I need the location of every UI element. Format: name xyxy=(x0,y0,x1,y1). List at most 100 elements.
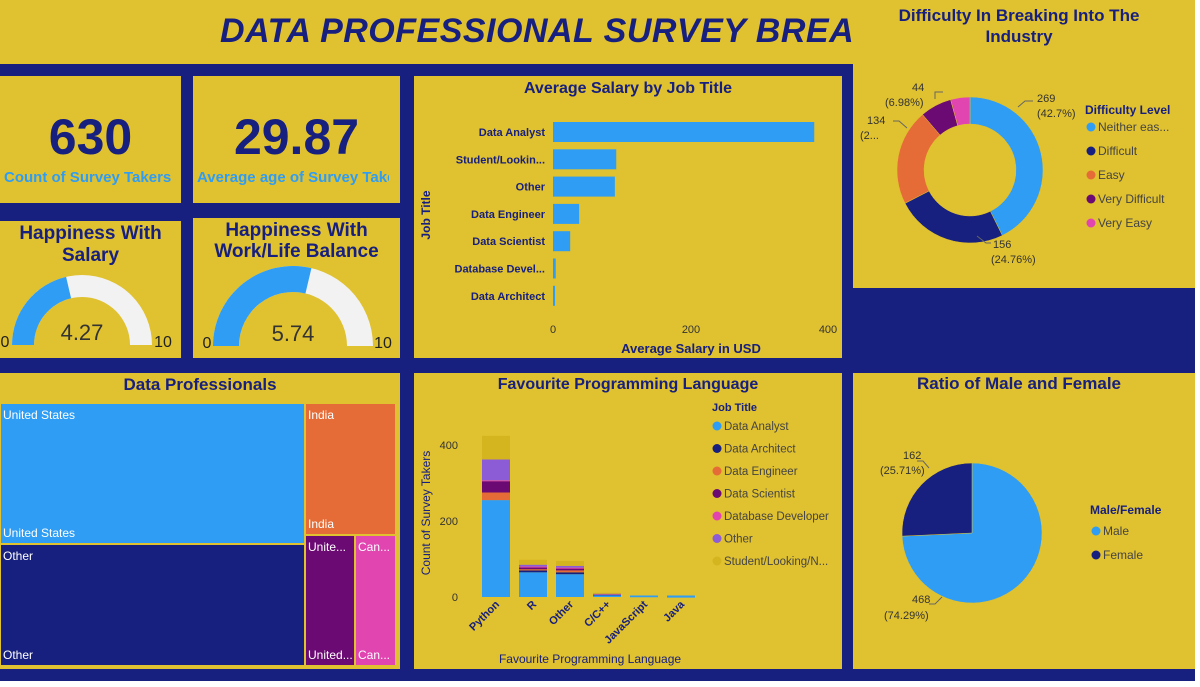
treemap-cell-canada-bottom: Can... xyxy=(358,648,391,662)
language-legend-item[interactable]: Other xyxy=(724,534,753,546)
language-bar-c-c-student-looking-n[interactable] xyxy=(593,592,621,594)
kpi-age-label: Average age of Survey Takers xyxy=(197,169,389,186)
difficulty-legend-item[interactable]: Very Difficult xyxy=(1098,192,1165,206)
salary-bar-data-analyst[interactable] xyxy=(553,122,815,142)
gender-male-value: 468 xyxy=(912,594,930,606)
difficulty-legend-item[interactable]: Very Easy xyxy=(1098,216,1152,230)
difficulty-label-269-value: 269 xyxy=(1037,93,1055,105)
language-bar-other-database-developer[interactable] xyxy=(556,567,584,569)
page-title: DATA PROFESSIONAL SURVEY BREAK D xyxy=(220,12,855,50)
kpi-count-value: 630 xyxy=(48,109,133,165)
treemap-cell-united-states[interactable]: United States United States xyxy=(0,403,305,544)
language-bar-other-data-engineer[interactable] xyxy=(556,570,584,573)
gauge-balance-title-1: Happiness With xyxy=(225,220,368,241)
language-bar-other-data-scientist[interactable] xyxy=(556,568,584,571)
language-bar-r-database-developer[interactable] xyxy=(519,566,547,568)
language-chart-card[interactable]: Favourite Programming Language Count of … xyxy=(414,373,842,669)
salary-xtick-400: 400 xyxy=(819,324,837,336)
salary-chart-xlabel: Average Salary in USD xyxy=(621,341,761,356)
difficulty-legend-item[interactable]: Easy xyxy=(1098,168,1125,182)
language-bar-r-data-architect[interactable] xyxy=(519,570,547,573)
salary-bar-database-devel[interactable] xyxy=(553,258,556,279)
language-bar-python-other[interactable] xyxy=(482,459,510,481)
language-legend-item[interactable]: Data Scientist xyxy=(724,489,796,501)
salary-category-label: Data Scientist xyxy=(472,236,545,248)
treemap-cell-other[interactable]: Other Other xyxy=(0,544,305,666)
language-bar-other-data-analyst[interactable] xyxy=(556,574,584,597)
gender-chart: Ratio of Male and Female 162 (25.71%) 46… xyxy=(880,374,1162,622)
language-bar-javascript-baseline[interactable] xyxy=(630,595,658,598)
language-bar-other-other[interactable] xyxy=(556,565,584,568)
title-band: DATA PROFESSIONAL SURVEY BREAK D xyxy=(0,0,855,64)
gender-leader-male xyxy=(929,596,943,605)
treemap-card[interactable]: Data Professionals United States United … xyxy=(0,373,400,669)
difficulty-legend-item[interactable]: Difficult xyxy=(1098,144,1138,158)
gender-leader-female xyxy=(917,460,930,469)
gender-slice-female[interactable] xyxy=(901,462,973,537)
salary-bar-data-architect[interactable] xyxy=(553,285,556,306)
salary-chart-card[interactable]: Average Salary by Job Title Job Title Av… xyxy=(414,76,842,358)
language-bar-java-baseline[interactable] xyxy=(667,595,695,598)
salary-bar-data-scientist[interactable] xyxy=(553,231,571,252)
gender-chart-card[interactable]: Ratio of Male and Female 162 (25.71%) 46… xyxy=(853,373,1195,669)
language-bar-python-data-scientist[interactable] xyxy=(482,481,510,493)
language-bar-r-student-looking-n[interactable] xyxy=(519,559,547,565)
language-legend-item[interactable]: Data Analyst xyxy=(724,421,789,433)
language-bar-c-c-other[interactable] xyxy=(593,593,621,595)
language-bar-other-student-looking-n[interactable] xyxy=(556,560,584,566)
treemap-cell-united-kingdom-bottom: United... xyxy=(308,648,353,662)
gauge-balance-card[interactable]: Happiness With Work/Life Balance 5.74 0 … xyxy=(193,218,400,358)
gauge-salary-title-1: Happiness With xyxy=(19,223,162,244)
difficulty-title-2: Industry xyxy=(985,27,1053,46)
salary-xtick-200: 200 xyxy=(682,324,700,336)
language-bar-python-student-looking-n[interactable] xyxy=(482,435,510,460)
language-bar-r-data-analyst[interactable] xyxy=(519,572,547,597)
language-bar-python-data-analyst[interactable] xyxy=(482,500,510,597)
salary-bar-student-lookin[interactable] xyxy=(553,149,617,170)
treemap-cell-india[interactable]: India India xyxy=(305,403,396,535)
treemap-cell-canada[interactable]: Can... Can... xyxy=(355,535,396,666)
language-category-label: C/C++ xyxy=(582,599,613,630)
difficulty-label-134-value: 134 xyxy=(867,115,885,127)
difficulty-slice-very-easy[interactable] xyxy=(950,96,971,126)
difficulty-slice-neither-eas[interactable] xyxy=(969,96,1044,236)
language-bar-r-data-scientist[interactable] xyxy=(519,567,547,570)
language-bar-c-c-data-analyst[interactable] xyxy=(593,594,621,597)
gender-legend-item[interactable]: Female xyxy=(1103,548,1143,562)
language-bar-other-data-architect[interactable] xyxy=(556,572,584,575)
salary-category-label: Other xyxy=(516,182,546,194)
difficulty-slice-difficult[interactable] xyxy=(904,190,1003,244)
kpi-age-card[interactable]: 29.87 Average age of Survey Takers xyxy=(193,76,400,203)
gauge-balance-title-2: Work/Life Balance xyxy=(214,241,379,262)
difficulty-leader-156 xyxy=(976,235,991,244)
language-legend-title: Job Title xyxy=(712,402,757,414)
language-bar-python-data-engineer[interactable] xyxy=(482,492,510,501)
kpi-count-card[interactable]: 630 Count of Survey Takers xyxy=(0,76,181,203)
language-bar-r-other[interactable] xyxy=(519,564,547,567)
language-legend-item[interactable]: Database Developer xyxy=(724,511,829,523)
gender-female-pct: (25.71%) xyxy=(880,465,925,477)
difficulty-legend-marker xyxy=(1086,194,1096,204)
language-legend-marker xyxy=(712,511,722,521)
difficulty-label-44-pct: (6.98%) xyxy=(885,97,924,109)
language-bar-java-data-analyst[interactable] xyxy=(667,596,695,598)
gender-legend-item[interactable]: Male xyxy=(1103,524,1129,538)
gauge-balance: 5.74 0 10 xyxy=(203,266,392,352)
language-legend-marker xyxy=(712,466,722,476)
treemap-cell-india-bottom: India xyxy=(308,517,335,531)
treemap-cell-india-label: India xyxy=(308,408,335,422)
difficulty-legend-item[interactable]: Neither eas... xyxy=(1098,120,1169,134)
difficulty-chart-card[interactable]: Difficulty In Breaking Into The Industry… xyxy=(853,0,1195,288)
language-legend-item[interactable]: Data Engineer xyxy=(724,466,798,478)
salary-bar-other[interactable] xyxy=(553,176,615,197)
language-legend-marker xyxy=(712,444,722,453)
language-bar-r-data-engineer[interactable] xyxy=(519,569,547,571)
gauge-salary-card[interactable]: Happiness With Salary 4.27 0 10 xyxy=(0,221,181,358)
language-bar-python-database-developer[interactable] xyxy=(482,480,510,482)
language-legend-item[interactable]: Student/Looking/N... xyxy=(724,556,828,568)
salary-bar-data-engineer[interactable] xyxy=(553,203,580,224)
treemap-cell-canada-label: Can... xyxy=(358,540,391,554)
treemap-cell-united-kingdom[interactable]: Unite... United... xyxy=(305,535,355,666)
language-legend-item[interactable]: Data Architect xyxy=(724,444,796,456)
difficulty-chart: Difficulty In Breaking Into The Industry… xyxy=(860,6,1170,266)
